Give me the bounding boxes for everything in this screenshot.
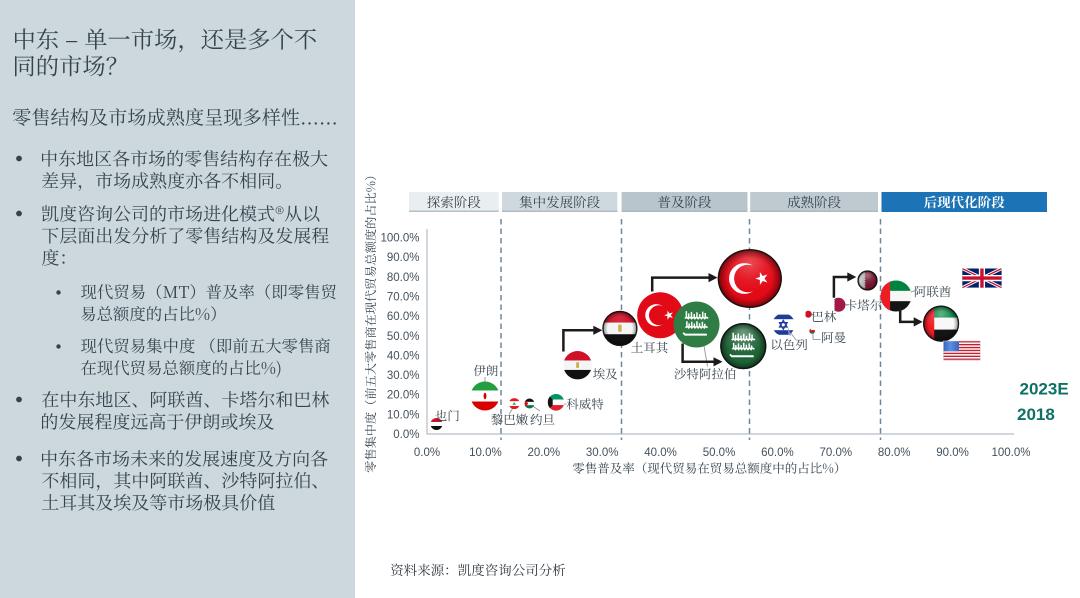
svg-text:80.0%: 80.0% [878, 447, 911, 459]
svg-text:0.0%: 0.0% [414, 447, 440, 459]
svg-text:70.0%: 70.0% [387, 292, 420, 304]
svg-text:60.0%: 60.0% [761, 447, 794, 459]
svg-text:10.0%: 10.0% [469, 447, 502, 459]
svg-text:40.0%: 40.0% [644, 447, 677, 459]
svg-text:2023E: 2023E [1020, 380, 1069, 399]
svg-text:80.0%: 80.0% [387, 272, 420, 284]
svg-text:30.0%: 30.0% [586, 447, 619, 459]
svg-text:60.0%: 60.0% [387, 311, 420, 323]
svg-text:90.0%: 90.0% [387, 252, 420, 264]
svg-text:40.0%: 40.0% [387, 350, 420, 362]
svg-text:100.0%: 100.0% [380, 233, 419, 245]
svg-text:30.0%: 30.0% [387, 370, 420, 382]
svg-text:70.0%: 70.0% [819, 447, 852, 459]
svg-text:20.0%: 20.0% [527, 447, 560, 459]
svg-text:20.0%: 20.0% [387, 390, 420, 402]
svg-text:50.0%: 50.0% [387, 331, 420, 343]
svg-text:0.0%: 0.0% [393, 429, 419, 441]
svg-text:10.0%: 10.0% [387, 409, 420, 421]
svg-text:100.0%: 100.0% [991, 447, 1030, 459]
svg-text:2018: 2018 [1017, 405, 1055, 424]
svg-text:90.0%: 90.0% [936, 447, 969, 459]
svg-text:50.0%: 50.0% [703, 447, 736, 459]
